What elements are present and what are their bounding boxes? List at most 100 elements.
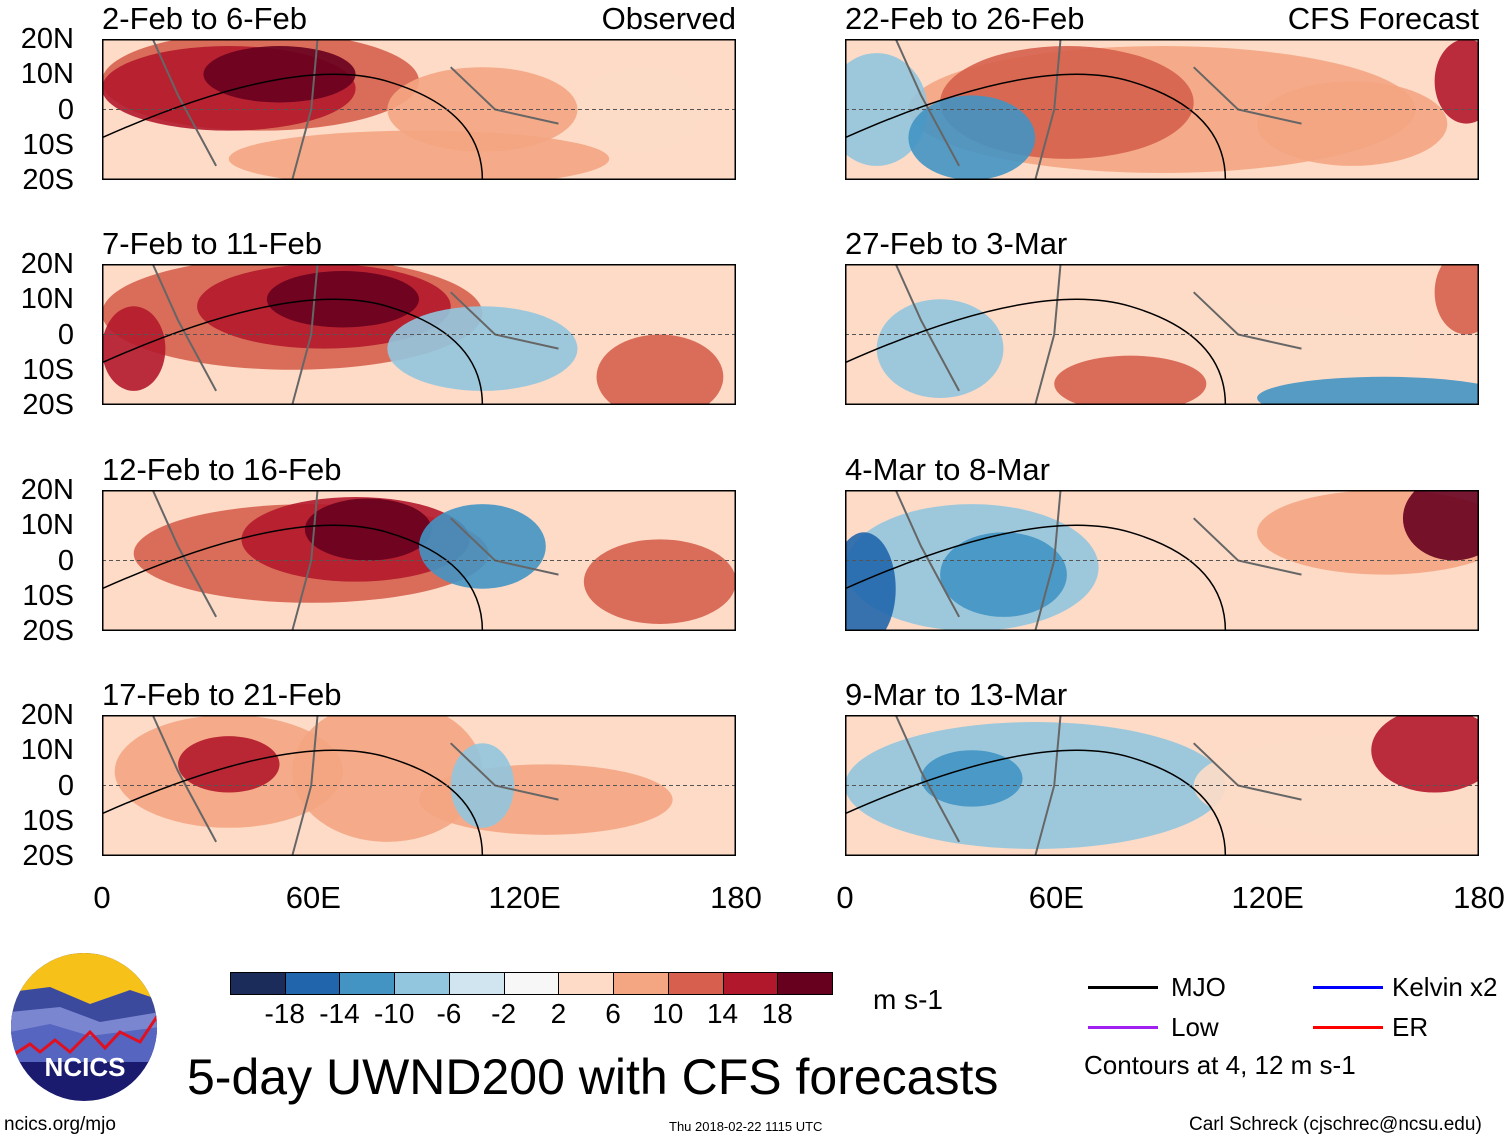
panel-title: 27-Feb to 3-Mar (845, 226, 1068, 261)
colorbar-label: -2 (491, 998, 517, 1029)
map-panel (102, 39, 736, 180)
map-panel (845, 264, 1479, 405)
colorbar-label: 18 (761, 998, 793, 1029)
panel-title: 4-Mar to 8-Mar (845, 452, 1050, 487)
panel-title: 17-Feb to 21-Feb (102, 677, 342, 712)
lat-tick-label: 10N (20, 734, 74, 767)
kelvin-line (1313, 986, 1383, 989)
lat-tick-label: 20S (22, 840, 74, 872)
lat-tick-label: 10S (22, 804, 74, 837)
lat-tick-label: 0 (57, 318, 74, 351)
map-panel (102, 490, 736, 631)
wind-anomaly-region (1434, 264, 1479, 335)
wind-anomaly-region (908, 95, 1036, 180)
legend-mjo: MJO (1171, 972, 1226, 1002)
lon-tick-label: 0 (836, 880, 854, 915)
er-line (1313, 1026, 1383, 1029)
contour-note: Contours at 4, 12 m s-1 (1084, 1050, 1356, 1080)
colorbar-swatch (394, 972, 450, 995)
colorbar-label: -14 (319, 998, 360, 1029)
colorbar-swatch (558, 972, 615, 995)
lon-tick-label: 60E (1028, 880, 1084, 915)
lat-tick-label: 0 (57, 544, 74, 577)
mjo-contour (845, 749, 1227, 856)
colorbar-label: 2 (550, 998, 567, 1029)
legend-kelvin: Kelvin x2 (1392, 972, 1498, 1002)
panel-title: 9-Mar to 13-Mar (845, 677, 1068, 712)
wind-anomaly-region (1257, 376, 1479, 405)
map-panel (102, 264, 736, 405)
colorbar-label: -18 (264, 998, 305, 1029)
panel-title: 7-Feb to 11-Feb (102, 226, 322, 261)
wind-anomaly-region (203, 46, 356, 103)
map-panel (845, 39, 1479, 180)
map-panel (102, 715, 736, 856)
footer-timestamp: Thu 2018-02-22 1115 UTC (669, 1119, 823, 1134)
mjo-contour (102, 524, 484, 631)
svg-text:NCICS: NCICS (45, 1052, 126, 1082)
lat-tick-label: 20S (22, 615, 74, 647)
lat-tick-label: 10N (20, 283, 74, 316)
map-panel (845, 715, 1479, 856)
lat-tick-label: 10N (20, 58, 74, 91)
colorbar-label: 6 (605, 998, 621, 1029)
map-panel (845, 490, 1479, 631)
lat-tick-label: 10N (20, 509, 74, 542)
mjo-contour (845, 73, 1227, 180)
wind-anomaly-region (845, 532, 896, 631)
colorbar-swatch (722, 972, 779, 995)
lat-tick-label: 20N (20, 699, 74, 731)
panel-title: 12-Feb to 16-Feb (102, 452, 342, 487)
colorbar-swatch (777, 972, 833, 995)
legend-er: ER (1392, 1012, 1429, 1042)
lon-tick-label: 180 (1453, 880, 1505, 915)
lat-tick-label: 20N (20, 474, 74, 506)
colorbar-swatch (503, 972, 560, 995)
ncics-logo: NCICS (11, 953, 157, 1101)
colorbar-swatch (339, 972, 396, 995)
wind-anomaly-region (577, 67, 705, 152)
wind-anomaly-region (1402, 490, 1479, 561)
colorbar-units: m s-1 (873, 984, 943, 1015)
wind-anomaly-region (908, 299, 1416, 398)
colorbar-label: -10 (373, 998, 415, 1029)
mjo-contour (102, 73, 484, 180)
colorbar-swatch (284, 972, 341, 995)
wind-anomaly-region (419, 504, 546, 589)
colorbar-swatch (230, 972, 286, 995)
mjo-contour (102, 298, 484, 405)
colorbar-label: 10 (652, 998, 684, 1029)
wind-anomaly-region (921, 750, 1023, 807)
wind-anomaly-region (1434, 39, 1479, 124)
lon-tick-label: 0 (93, 880, 111, 915)
wind-anomaly-region (387, 306, 578, 391)
low-line (1088, 1026, 1158, 1029)
footer-author: Carl Schreck (cjschrec@ncsu.edu) (1189, 1114, 1482, 1135)
wind-anomaly-region (1054, 355, 1207, 405)
mjo-contour (845, 524, 1227, 631)
wind-anomaly-region (940, 532, 1067, 617)
lon-tick-label: 60E (285, 880, 341, 915)
wind-anomaly-region (304, 498, 432, 561)
colorbar-label: 14 (706, 998, 739, 1029)
wind-anomaly-region (876, 299, 1004, 398)
colorbar-swatch (667, 972, 724, 995)
wind-anomaly-region (845, 53, 928, 166)
lat-tick-label: 20N (20, 23, 74, 55)
lat-tick-label: 10S (22, 579, 74, 612)
colorbar-label: -6 (436, 998, 462, 1029)
legend-low: Low (1171, 1012, 1219, 1042)
lat-tick-label: 0 (57, 93, 74, 126)
wind-anomaly-region (178, 736, 280, 793)
footer-url[interactable]: ncics.org/mjo (4, 1114, 116, 1135)
colorbar-swatch (613, 972, 669, 995)
lat-tick-label: 20S (22, 389, 74, 421)
panel-title: 22-Feb to 26-Feb (845, 1, 1085, 36)
wind-anomaly-region (583, 539, 736, 624)
lon-tick-label: 120E (488, 880, 561, 915)
lat-tick-label: 20S (22, 164, 74, 196)
panel-source-label: Observed (601, 1, 736, 36)
colorbar-swatch (448, 972, 505, 995)
mjo-contour (845, 298, 1227, 405)
lat-tick-label: 10S (22, 128, 74, 161)
